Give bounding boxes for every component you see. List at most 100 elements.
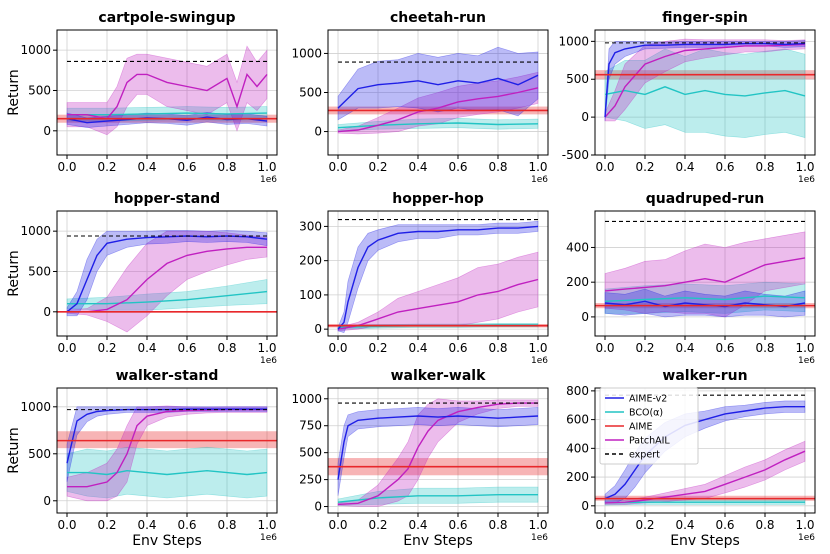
- x-tick-label: 0.4: [408, 341, 427, 355]
- patchail-line: [337, 402, 538, 506]
- y-tick-label: 1000: [20, 400, 51, 414]
- y-tick-label: 0: [314, 125, 322, 139]
- plot-area: [595, 220, 815, 318]
- x-tick-label: 0.8: [488, 341, 507, 355]
- grid: [328, 30, 548, 155]
- x-axis-label: Env Steps: [670, 533, 740, 549]
- y-tick-label: 200: [566, 470, 589, 484]
- legend-label: PatchAIL: [629, 436, 670, 447]
- y-tick-label: 100: [299, 288, 322, 302]
- y-tick-label: 1000: [558, 34, 589, 48]
- patchail-line: [337, 278, 539, 330]
- y-tick-label: 1000: [291, 392, 322, 406]
- panel-hopper-stand: 0.0 0.2 0.4 0.6 0.8 1.0 0 500 1000 1e6 hopper-stan…: [6, 191, 278, 366]
- y-tick-label: 300: [299, 219, 322, 233]
- panel-walker-stand: 0.0 0.2 0.4 0.6 0.8 1.0 0 500 1000 1e6 walker-stan…: [6, 368, 278, 549]
- bco-band: [66, 446, 268, 499]
- y-tick-label: 750: [299, 419, 322, 433]
- y-tick-label: 500: [28, 83, 51, 97]
- x-tick-label: 0.4: [408, 518, 427, 532]
- bco-band: [337, 117, 539, 132]
- x-tick-label: 0.4: [675, 341, 694, 355]
- y-tick-label: 200: [566, 275, 589, 289]
- y-tick-label: 500: [566, 72, 589, 86]
- x-tick-label: 0.6: [177, 518, 196, 532]
- y-tick-label: 400: [566, 441, 589, 455]
- patchail-band: [66, 405, 268, 502]
- panel-cheetah-run: 0.0 0.2 0.4 0.6 0.8 1.0 0 500 1000 1e6 cheetah-run: [291, 10, 549, 185]
- bco-line: [604, 501, 805, 504]
- plot-area: [595, 38, 815, 138]
- x-tick-label: 0.0: [595, 160, 614, 174]
- legend-label: expert: [629, 450, 660, 461]
- x-tick-label: 0.2: [635, 160, 654, 174]
- plot-area: [328, 46, 548, 135]
- patchail-line: [604, 43, 806, 118]
- axes-frame: [594, 387, 816, 514]
- x-tick-label: 0.4: [675, 160, 694, 174]
- y-tick-label: 0: [581, 499, 589, 513]
- panel-cartpole-swingup: 0.0 0.2 0.4 0.6 0.8 1.0 0 500 1000 1e6 cartpole-sw…: [6, 10, 278, 185]
- x-tick-label: 0.2: [97, 341, 116, 355]
- x-tick-label: 0.4: [675, 518, 694, 532]
- y-tick-label: 250: [299, 473, 322, 487]
- bco-line: [604, 86, 806, 97]
- legend-label: AIME-v2: [629, 394, 667, 405]
- axes-frame: [56, 210, 278, 337]
- x-tick-label: 0.6: [177, 160, 196, 174]
- legend-label: AIME: [629, 422, 653, 433]
- y-tick-label: -500: [562, 148, 589, 162]
- y-tick-label: 600: [566, 413, 589, 427]
- aimev2-band: [337, 46, 539, 121]
- x-tick-label: 0.8: [217, 160, 236, 174]
- x-tick-label: 0.0: [328, 341, 347, 355]
- axes-frame: [594, 210, 816, 337]
- y-tick-label: 200: [299, 254, 322, 268]
- x-multiplier: 1e6: [798, 533, 815, 543]
- panel-title: walker-run: [662, 368, 747, 384]
- x-tick-label: 1.0: [257, 518, 276, 532]
- y-tick-label: 500: [299, 446, 322, 460]
- y-tick-label: 0: [43, 494, 51, 508]
- y-tick-label: 0: [314, 322, 322, 336]
- axes-frame: [594, 29, 816, 156]
- x-multiplier: 1e6: [531, 533, 548, 543]
- x-tick-label: 0.2: [97, 160, 116, 174]
- axes-frame: [56, 387, 278, 514]
- y-tick-label: 0: [581, 310, 589, 324]
- x-tick-label: 0.8: [217, 518, 236, 532]
- x-tick-label: 0.8: [217, 341, 236, 355]
- aimev2-line: [337, 415, 539, 480]
- y-axis-label: Return: [6, 427, 22, 473]
- x-tick-label: 0.6: [448, 341, 467, 355]
- aimev2-line: [337, 74, 539, 109]
- bco-line: [337, 122, 539, 129]
- legend: AIME-v2 BCO(α) AIME PatchAIL expert: [599, 387, 699, 465]
- patchail-band: [604, 231, 806, 318]
- legend-box: [599, 387, 699, 465]
- patchail-line: [604, 450, 806, 504]
- grid: [328, 211, 548, 336]
- x-tick-label: 0.0: [57, 341, 76, 355]
- patchail-band: [337, 398, 539, 507]
- grid: [328, 388, 548, 513]
- x-tick-label: 0.0: [595, 518, 614, 532]
- aimev2-band: [604, 288, 806, 318]
- x-tick-label: 0.4: [137, 160, 156, 174]
- x-tick-label: 1.0: [795, 160, 814, 174]
- panel-title: walker-stand: [116, 368, 219, 384]
- patchail-band: [604, 38, 806, 122]
- x-tick-label: 1.0: [528, 160, 547, 174]
- aimev2-line: [337, 225, 539, 330]
- x-axis-label: Env Steps: [403, 533, 473, 549]
- plot-area: [57, 405, 277, 502]
- aimev2-line: [66, 235, 268, 313]
- x-tick-label: 1.0: [528, 341, 547, 355]
- x-tick-label: 0.2: [368, 518, 387, 532]
- x-tick-label: 0.8: [488, 160, 507, 174]
- y-tick-label: 1000: [20, 224, 51, 238]
- axes-frame: [327, 210, 549, 337]
- x-multiplier: 1e6: [798, 356, 815, 366]
- y-tick-label: 0: [314, 500, 322, 514]
